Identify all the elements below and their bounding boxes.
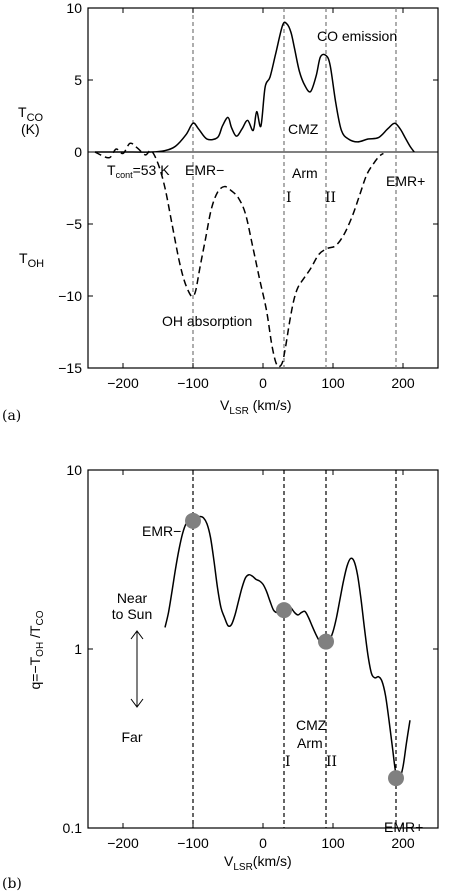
panel-b-annot-arm-ii: II [326,754,337,770]
panel-a-ylabel-toh: TOH [19,250,44,270]
panel-a-series [94,21,415,368]
x-tick-label: −100 [177,835,209,851]
panel-b-annot-far: Far [122,729,143,745]
panel-a-x-axis: −200 −100 0 100 200 [107,8,415,391]
y-tick-label: 10 [66,462,82,478]
panel-a-annot-tcont: Tcont=53 K [107,162,170,180]
x-tick-label: 100 [321,835,345,851]
panel-a-annot-emr-plus: EMR+ [386,173,425,189]
panel-b-y-axis: 10 1 0.1 [63,462,438,836]
y-tick-label: 10 [66,0,82,16]
series-line-co-emission [94,21,415,153]
y-tick-label: 0.1 [63,820,83,836]
data-point-marker [276,602,292,619]
data-point-marker [318,633,334,650]
panel-a-annot-oh-absorption: OH absorption [162,313,252,329]
panel-a-annot-arm-ii: II [325,190,336,206]
panel-b-series [164,515,411,780]
y-tick-label: 1 [74,641,82,657]
panel-a-annot-arm: Arm [292,165,318,181]
y-tick-label: 5 [74,72,82,88]
panel-b-annot-arm-i: I [285,754,291,770]
y-tick-label: −5 [66,216,82,232]
y-tick-label: −15 [58,360,82,376]
near-far-arrow-icon [130,630,144,708]
panel-b-reference-lines [192,470,397,828]
x-tick-label: 0 [259,835,267,851]
panel-a-ylabel-unit: (K) [21,121,40,137]
x-tick-label: 200 [391,835,415,851]
panel-a-ylabel-tco: TCO [18,104,44,124]
panel-b-markers [185,512,404,787]
panel-b-x-axis: −200 −100 0 100 200 [107,470,415,851]
panel-a-label: (a) [2,408,21,424]
panel-b-annot-emr-plus: EMR+ [384,819,423,835]
panel-a: −200 −100 0 100 200 10 5 0 −5 −10 −15 TCO (K) TOH… [2,0,439,424]
panel-b-annot-near: Near [117,590,148,606]
panel-a-annot-cmz: CMZ [288,121,319,137]
x-tick-label: −200 [107,835,139,851]
panel-b-frame [87,469,439,829]
panel-b-label: (b) [2,876,22,892]
panel-b-annot-to-sun: to Sun [112,606,152,622]
x-tick-label: −200 [107,375,139,391]
panel-b-ylabel: q=−TOH /TCO [27,610,46,689]
series-line-oh-absorption [94,142,384,368]
panel-b-annot-emr-minus: EMR− [142,523,181,539]
data-point-marker [388,770,404,787]
x-tick-label: 100 [321,375,345,391]
panel-a-annot-co-emission: CO emission [317,28,397,44]
panel-a-reference-lines [192,8,397,368]
panel-a-annot-arm-i: I [286,190,292,206]
data-point-marker [185,512,201,529]
series-line-q [164,515,411,780]
x-tick-label: 0 [259,375,267,391]
panel-b-annot-arm: Arm [297,735,323,751]
panel-a-y-axis: 10 5 0 −5 −10 −15 [58,0,438,376]
y-tick-label: −10 [58,288,82,304]
x-tick-label: 200 [391,375,415,391]
panel-a-xlabel: VLSR (km/s) [220,397,292,417]
x-tick-label: −100 [177,375,209,391]
y-tick-label: 0 [74,144,82,160]
panel-a-annot-emr-minus: EMR− [185,162,224,178]
panel-b-annot-cmz: CMZ [296,717,327,733]
panel-b-xlabel: VLSR(km/s) [224,853,292,873]
